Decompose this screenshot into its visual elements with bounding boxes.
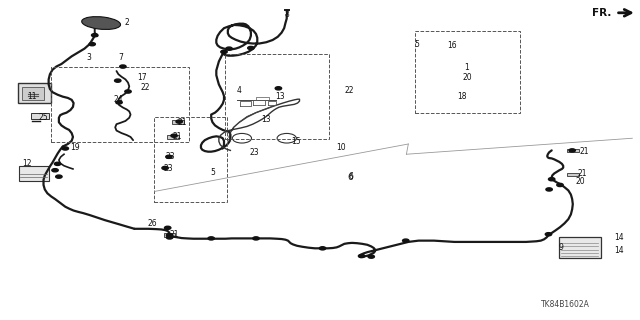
Text: 14: 14 xyxy=(614,246,624,255)
Circle shape xyxy=(162,166,168,170)
Ellipse shape xyxy=(82,17,120,29)
Circle shape xyxy=(164,226,171,229)
Text: 22: 22 xyxy=(141,83,150,92)
Circle shape xyxy=(545,233,552,236)
FancyBboxPatch shape xyxy=(567,148,579,152)
FancyBboxPatch shape xyxy=(19,166,49,181)
FancyBboxPatch shape xyxy=(31,113,49,119)
Bar xyxy=(51,67,189,142)
Text: 12: 12 xyxy=(22,159,32,168)
Circle shape xyxy=(248,46,254,50)
Text: 17: 17 xyxy=(138,73,147,82)
Bar xyxy=(415,31,520,113)
Circle shape xyxy=(368,255,374,258)
Circle shape xyxy=(275,87,282,90)
FancyBboxPatch shape xyxy=(559,237,601,258)
Circle shape xyxy=(319,247,326,250)
Circle shape xyxy=(226,47,232,50)
Text: 25: 25 xyxy=(38,113,48,122)
Text: 6: 6 xyxy=(348,173,353,182)
Text: 6: 6 xyxy=(349,172,354,181)
Text: 15: 15 xyxy=(291,137,301,146)
Circle shape xyxy=(89,43,95,46)
Text: 26: 26 xyxy=(147,219,157,228)
Circle shape xyxy=(52,169,58,172)
Text: 20: 20 xyxy=(462,73,472,82)
Text: 3: 3 xyxy=(86,53,92,62)
Circle shape xyxy=(116,101,122,104)
Circle shape xyxy=(125,90,131,93)
Text: 21: 21 xyxy=(178,118,188,127)
Text: 21: 21 xyxy=(173,132,182,141)
Text: 21: 21 xyxy=(170,230,179,239)
FancyBboxPatch shape xyxy=(22,87,44,100)
Text: 8: 8 xyxy=(285,10,289,19)
Bar xyxy=(154,117,227,202)
Text: 4: 4 xyxy=(237,86,242,95)
Circle shape xyxy=(557,183,563,187)
Circle shape xyxy=(120,65,126,68)
Text: 21: 21 xyxy=(579,147,589,156)
Text: 13: 13 xyxy=(275,92,285,101)
Circle shape xyxy=(115,79,121,82)
Circle shape xyxy=(548,178,555,181)
Text: 7: 7 xyxy=(118,53,124,62)
Circle shape xyxy=(569,149,575,152)
FancyBboxPatch shape xyxy=(567,172,579,176)
Circle shape xyxy=(221,50,227,53)
FancyBboxPatch shape xyxy=(164,233,175,237)
Text: 16: 16 xyxy=(447,41,456,50)
Circle shape xyxy=(92,34,98,37)
Text: 1: 1 xyxy=(465,63,469,72)
Bar xyxy=(225,54,329,139)
Circle shape xyxy=(166,234,173,237)
Circle shape xyxy=(171,134,177,137)
Text: 18: 18 xyxy=(457,92,467,100)
Circle shape xyxy=(176,120,182,123)
Text: 10: 10 xyxy=(336,143,346,152)
Circle shape xyxy=(546,188,552,191)
Text: 23: 23 xyxy=(250,148,259,156)
Text: TK84B1602A: TK84B1602A xyxy=(541,300,589,309)
Text: 21: 21 xyxy=(577,169,587,178)
Text: 9: 9 xyxy=(558,244,563,252)
Text: 22: 22 xyxy=(344,86,354,95)
Circle shape xyxy=(208,237,214,240)
Text: 23: 23 xyxy=(165,152,175,161)
Circle shape xyxy=(62,147,68,150)
Text: 5: 5 xyxy=(415,40,420,49)
Circle shape xyxy=(403,239,409,242)
Text: 2: 2 xyxy=(125,18,129,27)
Text: 19: 19 xyxy=(70,143,80,152)
Text: 14: 14 xyxy=(614,233,624,242)
Text: 5: 5 xyxy=(210,168,215,177)
Text: 20: 20 xyxy=(576,177,586,186)
Text: 13: 13 xyxy=(261,115,271,124)
Text: 24: 24 xyxy=(114,95,124,104)
FancyBboxPatch shape xyxy=(172,120,184,124)
Circle shape xyxy=(253,237,259,240)
FancyBboxPatch shape xyxy=(18,83,51,103)
Circle shape xyxy=(54,162,61,165)
Text: FR.: FR. xyxy=(593,8,612,18)
Text: 23: 23 xyxy=(163,164,173,173)
Circle shape xyxy=(56,175,62,178)
Circle shape xyxy=(166,236,173,239)
Text: 11: 11 xyxy=(27,92,36,100)
Circle shape xyxy=(358,254,365,258)
FancyBboxPatch shape xyxy=(167,135,179,139)
Circle shape xyxy=(166,155,172,158)
